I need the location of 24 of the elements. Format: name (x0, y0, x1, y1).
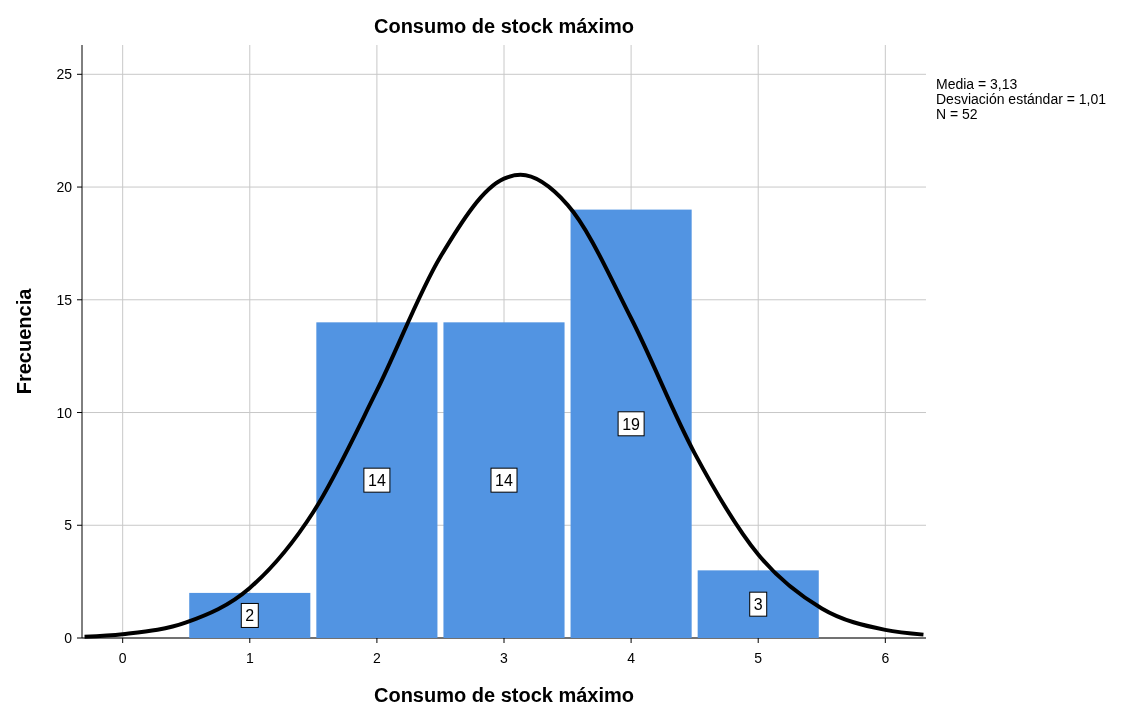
text: Media = 3,13 (936, 76, 1018, 92)
y-tick-label: 15 (56, 291, 73, 308)
x-tick-label: 1 (245, 650, 254, 666)
x-axis-title: Consumo de stock máximo (373, 684, 635, 706)
y-tick-label: 20 (56, 179, 73, 196)
x-tick-label: 0 (118, 650, 127, 666)
chart-title: Consumo de stock máximo (373, 15, 635, 37)
y-tick-label: 10 (56, 404, 73, 421)
y-axis-title: Frecuencia (13, 287, 35, 395)
x-tick-label: 4 (627, 650, 636, 666)
data-label: 3 (753, 596, 763, 614)
x-tick-label: 3 (500, 650, 509, 666)
text: Desviación estándar = 1,01 (936, 91, 1107, 107)
data-label: 2 (245, 607, 255, 625)
data-label: 14 (495, 472, 513, 490)
data-label: 14 (367, 472, 386, 490)
x-tick-label: 6 (881, 650, 890, 666)
x-tick-label: 5 (754, 650, 763, 666)
y-tick-label: 0 (64, 630, 73, 646)
y-tick-label: 25 (56, 66, 73, 83)
text: N = 52 (936, 106, 978, 122)
data-label: 19 (622, 415, 641, 433)
y-tick-label: 5 (64, 517, 73, 534)
x-tick-label: 2 (372, 650, 381, 666)
